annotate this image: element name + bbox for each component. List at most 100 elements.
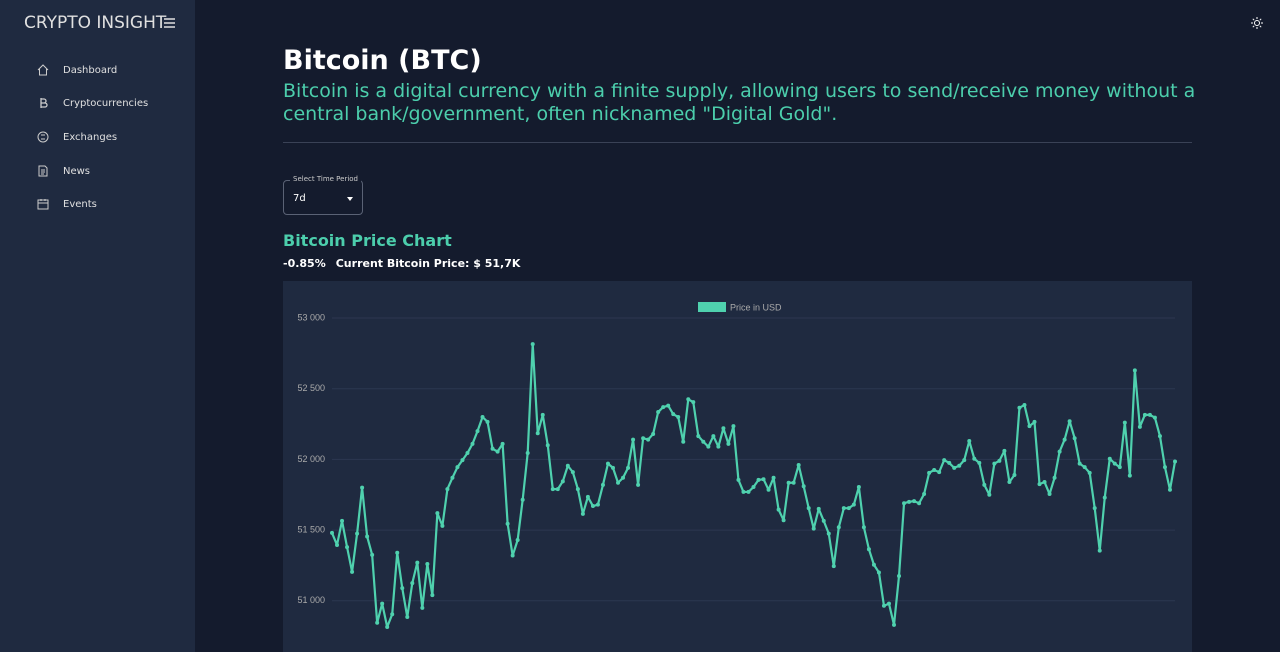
- point: [355, 531, 360, 536]
- point: [330, 530, 334, 535]
- point: [786, 480, 791, 485]
- nav-item[interactable]: Exchanges: [37, 131, 117, 143]
- point: [997, 458, 1002, 463]
- point: [520, 497, 525, 502]
- point: [841, 506, 846, 511]
- point: [455, 465, 460, 470]
- point: [917, 501, 922, 506]
- point: [651, 431, 656, 436]
- point: [605, 461, 610, 466]
- nav-item[interactable]: Cryptocurrencies: [37, 97, 148, 109]
- point: [666, 403, 671, 408]
- point: [415, 560, 420, 565]
- point: [1057, 449, 1062, 454]
- point: [992, 461, 997, 466]
- point: [796, 463, 801, 468]
- point: [1077, 461, 1082, 466]
- point: [1173, 459, 1177, 464]
- point: [922, 492, 927, 497]
- point: [616, 480, 621, 485]
- point: [791, 480, 796, 485]
- point: [1052, 475, 1057, 480]
- nav-item[interactable]: News: [37, 165, 90, 177]
- menu-icon[interactable]: [164, 18, 175, 28]
- y-tick-label: 52 000: [297, 454, 325, 464]
- point: [380, 601, 385, 606]
- point: [525, 451, 530, 456]
- point: [590, 504, 595, 509]
- point: [932, 468, 937, 473]
- point: [846, 506, 851, 511]
- point: [1007, 480, 1012, 485]
- point: [836, 525, 841, 530]
- point: [947, 460, 952, 465]
- point: [957, 463, 962, 468]
- point: [892, 622, 896, 627]
- point: [626, 465, 631, 470]
- point: [952, 465, 957, 470]
- point: [390, 612, 395, 617]
- point: [977, 460, 982, 465]
- point: [711, 434, 716, 439]
- point: [575, 487, 580, 492]
- point: [1062, 437, 1067, 442]
- nav-label: Events: [63, 198, 97, 210]
- point: [510, 553, 515, 558]
- point: [535, 431, 540, 436]
- point: [741, 489, 746, 494]
- point: [560, 479, 565, 484]
- point: [671, 412, 676, 417]
- point: [555, 487, 560, 492]
- point: [580, 511, 585, 516]
- point: [861, 525, 866, 530]
- point: [621, 475, 626, 480]
- nav-item[interactable]: Dashboard: [37, 64, 117, 76]
- point: [746, 489, 751, 494]
- point: [1142, 412, 1147, 417]
- point: [1127, 473, 1132, 478]
- legend-label: Price in USD: [730, 302, 782, 312]
- point: [811, 526, 816, 531]
- point: [1022, 402, 1027, 407]
- point: [716, 444, 721, 449]
- point: [656, 410, 661, 415]
- y-tick-label: 53 000: [297, 312, 325, 322]
- point: [696, 434, 701, 439]
- y-tick-label: 51 000: [297, 595, 325, 605]
- point: [731, 424, 736, 429]
- point: [445, 487, 450, 492]
- point: [641, 436, 646, 441]
- point: [866, 547, 871, 552]
- chart-title: Bitcoin Price Chart: [283, 231, 452, 250]
- point: [831, 564, 836, 569]
- current-price: Current Bitcoin Price: $ 51,7K: [335, 257, 521, 270]
- point: [505, 521, 510, 526]
- point: [631, 437, 636, 442]
- brand: CRYPTO INSIGHT: [24, 13, 167, 33]
- point: [1012, 472, 1017, 477]
- point: [335, 542, 340, 547]
- point: [1017, 405, 1022, 410]
- nav-label: Exchanges: [63, 131, 118, 143]
- point: [806, 506, 811, 511]
- point: [400, 586, 405, 591]
- point: [927, 470, 932, 475]
- point: [370, 552, 375, 557]
- time-select[interactable]: Select Time Period 7d: [283, 175, 363, 215]
- nav-item[interactable]: Events: [37, 198, 97, 210]
- point: [821, 518, 826, 523]
- point: [1137, 424, 1142, 429]
- point: [886, 601, 891, 606]
- theme-toggle[interactable]: [1251, 17, 1263, 29]
- point: [871, 562, 876, 567]
- point: [340, 518, 345, 523]
- point: [470, 441, 475, 446]
- point: [881, 603, 886, 608]
- point: [1002, 448, 1007, 453]
- point: [761, 477, 766, 482]
- select-arrow: [347, 197, 353, 201]
- point: [1117, 465, 1122, 470]
- point: [405, 615, 410, 620]
- point: [962, 458, 967, 463]
